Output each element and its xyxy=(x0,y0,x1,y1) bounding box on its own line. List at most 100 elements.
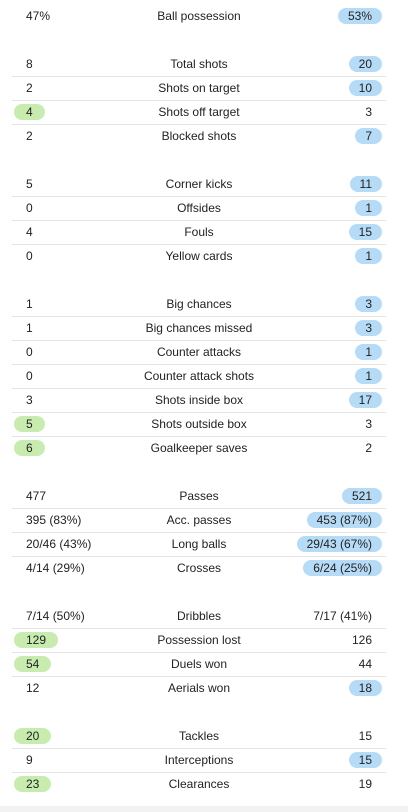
home-value: 7/14 (50%) xyxy=(26,609,85,623)
away-value: 53% xyxy=(337,8,382,24)
stat-row: Counter attacks 0 1 xyxy=(12,340,386,365)
away-value: 15 xyxy=(348,752,382,768)
stat-label: Clearances xyxy=(168,777,230,791)
away-value: 15 xyxy=(348,224,382,240)
home-value: 3 xyxy=(26,393,33,407)
away-value: 10 xyxy=(348,80,382,96)
stat-label: Duels won xyxy=(170,657,228,671)
stat-label: Corner kicks xyxy=(165,177,233,191)
away-value: 20 xyxy=(348,56,382,72)
away-value: 11 xyxy=(349,176,382,192)
stat-row: Shots outside box 5 3 xyxy=(12,412,386,437)
stat-row: Shots off target 4 3 xyxy=(12,100,386,125)
stat-label: Possession lost xyxy=(157,633,241,647)
stat-label: Total shots xyxy=(170,57,228,71)
stat-label: Shots outside box xyxy=(151,417,247,431)
stat-label: Long balls xyxy=(171,537,227,551)
stat-label: Shots off target xyxy=(158,105,240,119)
home-value: 2 xyxy=(26,81,33,95)
home-value: 23 xyxy=(14,776,52,792)
stat-label: Counter attacks xyxy=(156,345,242,359)
home-value: 47% xyxy=(26,9,51,23)
stat-row: Fouls 4 15 xyxy=(12,220,386,245)
stat-label: Yellow cards xyxy=(165,249,233,263)
away-value: 453 (87%) xyxy=(306,512,382,528)
stat-label: Big chances missed xyxy=(145,321,253,335)
home-value: 8 xyxy=(26,57,33,71)
stat-row: Possession lost 129 126 xyxy=(12,628,386,653)
stat-label: Goalkeeper saves xyxy=(150,441,248,455)
home-value: 6 xyxy=(14,440,45,456)
away-value: 3 xyxy=(355,320,382,336)
stat-row: Long balls 20/46 (43%) 29/43 (67%) xyxy=(12,532,386,557)
away-value: 1 xyxy=(355,368,382,384)
stat-label: Counter attack shots xyxy=(143,369,255,383)
home-value: 20 xyxy=(14,728,52,744)
home-value: 4 xyxy=(14,104,45,120)
stat-row: Interceptions 9 15 xyxy=(12,748,386,773)
away-value: 3 xyxy=(365,105,372,119)
stat-row: Goalkeeper saves 6 2 xyxy=(12,436,386,460)
stat-row: Big chances 1 3 xyxy=(12,292,386,317)
stat-label: Shots inside box xyxy=(154,393,244,407)
stat-label: Offsides xyxy=(177,201,221,215)
stat-row: Offsides 0 1 xyxy=(12,196,386,221)
stat-row: Shots inside box 3 17 xyxy=(12,388,386,413)
stat-row: Acc. passes 395 (83%) 453 (87%) xyxy=(12,508,386,533)
home-value: 12 xyxy=(26,681,40,695)
home-value: 4 xyxy=(26,225,33,239)
home-value: 54 xyxy=(14,656,52,672)
stat-row: Dribbles 7/14 (50%) 7/17 (41%) xyxy=(12,604,386,629)
home-value: 0 xyxy=(26,201,33,215)
home-value: 1 xyxy=(26,297,33,311)
home-value: 1 xyxy=(26,321,33,335)
away-value: 1 xyxy=(355,344,382,360)
home-value: 0 xyxy=(26,369,33,383)
home-value: 20/46 (43%) xyxy=(26,537,92,551)
stat-row: Aerials won 12 18 xyxy=(12,676,386,700)
stat-label: Blocked shots xyxy=(161,129,237,143)
home-value: 0 xyxy=(26,249,33,263)
away-value: 126 xyxy=(351,633,372,647)
home-value: 5 xyxy=(26,177,33,191)
home-value: 5 xyxy=(14,416,45,432)
stat-row: Crosses 4/14 (29%) 6/24 (25%) xyxy=(12,556,386,580)
stat-label: Ball possession xyxy=(157,9,241,23)
stat-label: Aerials won xyxy=(167,681,231,695)
away-value: 18 xyxy=(348,680,382,696)
away-value: 44 xyxy=(358,657,372,671)
stat-row: Counter attack shots 0 1 xyxy=(12,364,386,389)
stat-row: Big chances missed 1 3 xyxy=(12,316,386,341)
stat-label: Shots on target xyxy=(158,81,240,95)
stat-row: Shots on target 2 10 xyxy=(12,76,386,101)
away-value: 1 xyxy=(355,248,382,264)
away-value: 19 xyxy=(358,777,372,791)
away-value: 2 xyxy=(365,441,372,455)
away-value: 3 xyxy=(365,417,372,431)
footer-strip xyxy=(0,806,408,812)
home-value: 477 xyxy=(26,489,47,503)
away-value: 6/24 (25%) xyxy=(303,560,382,576)
home-value: 4/14 (29%) xyxy=(26,561,85,575)
away-value: 7 xyxy=(355,128,382,144)
stat-label: Crosses xyxy=(176,561,221,575)
away-value: 3 xyxy=(355,296,382,312)
stat-label: Acc. passes xyxy=(166,513,232,527)
stat-label: Fouls xyxy=(184,225,214,239)
stat-row: Total shots 8 20 xyxy=(12,52,386,77)
away-value: 521 xyxy=(341,488,382,504)
stat-row: Duels won 54 44 xyxy=(12,652,386,677)
home-value: 2 xyxy=(26,129,33,143)
away-value: 1 xyxy=(355,200,382,216)
stat-row: Corner kicks 5 11 xyxy=(12,172,386,197)
away-value: 17 xyxy=(348,392,382,408)
home-value: 9 xyxy=(26,753,33,767)
stat-row: Passes 477 521 xyxy=(12,484,386,509)
away-value: 15 xyxy=(358,729,372,743)
home-value: 395 (83%) xyxy=(26,513,82,527)
stat-row: Yellow cards 0 1 xyxy=(12,244,386,268)
home-value: 0 xyxy=(26,345,33,359)
away-value: 7/17 (41%) xyxy=(313,609,372,623)
stat-row: Tackles 20 15 xyxy=(12,724,386,749)
